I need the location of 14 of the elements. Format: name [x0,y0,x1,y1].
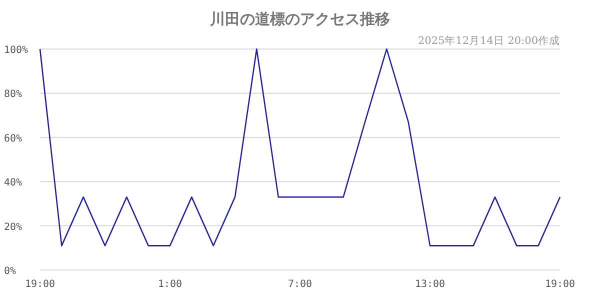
x-tick-label: 1:00 [158,279,182,290]
x-tick-label: 7:00 [288,279,312,290]
y-tick-label: 0% [4,266,16,277]
y-tick-label: 40% [4,178,22,189]
y-tick-label: 100% [4,45,28,56]
chart-title: 川田の道標のアクセス推移 [209,10,390,28]
x-tick-label: 19:00 [544,279,576,290]
line-series [39,48,561,246]
y-tick-label: 60% [4,133,22,144]
x-tick-label: 19:00 [24,279,56,290]
y-tick-label: 80% [4,89,22,100]
y-tick-label: 20% [4,222,22,233]
x-tick-label: 13:00 [414,279,446,290]
chart-subtitle: 2025年12月14日 20:00作成 [418,34,560,47]
